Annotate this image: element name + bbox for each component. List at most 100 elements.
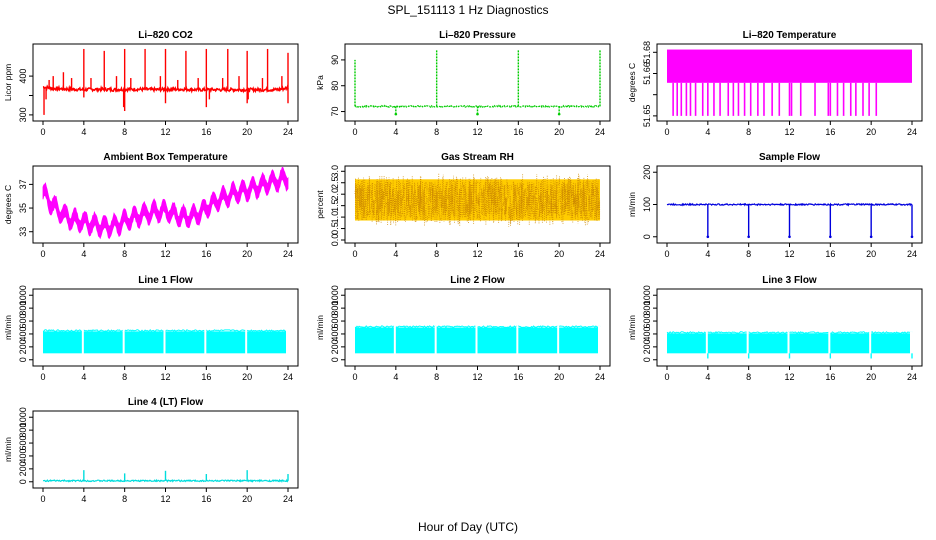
- x-tick-label: 4: [705, 249, 710, 259]
- y-axis-label: degrees C: [3, 185, 13, 224]
- panel-pressure: Li–820 Pressure kPa 0 4 8 12 16 20 24 70 80 90: [315, 30, 611, 137]
- x-tick-label: 16: [513, 372, 523, 382]
- y-tick-label: 1.0: [330, 211, 340, 224]
- x-tick-label: 4: [81, 494, 86, 504]
- y-tick-label: 0: [330, 357, 340, 362]
- y-tick-label: 800: [330, 301, 340, 316]
- x-tick-label: 4: [393, 249, 398, 259]
- y-tick-label: 51.65: [642, 105, 652, 128]
- x-tick-label: 12: [784, 249, 794, 259]
- panel-title: Li–820 CO2: [138, 30, 193, 41]
- y-tick-label: 80: [330, 81, 340, 91]
- x-tick-label: 20: [866, 372, 876, 382]
- series: [42, 329, 288, 354]
- x-tick-label: 20: [554, 249, 564, 259]
- x-tick-label: 12: [160, 494, 170, 504]
- spike-point: [706, 235, 710, 239]
- x-tick-label: 8: [122, 249, 127, 259]
- temperature-band: [42, 167, 289, 240]
- spike-point: [829, 235, 832, 239]
- x-tick-label: 0: [664, 249, 669, 259]
- x-tick-label: 4: [705, 372, 710, 382]
- x-tick-label: 16: [513, 249, 523, 259]
- x-tick-label: 8: [746, 372, 751, 382]
- x-tick-label: 8: [746, 127, 751, 137]
- x-tick-label: 4: [393, 127, 398, 137]
- y-tick-label: 800: [18, 423, 28, 438]
- panel-title: Li–820 Temperature: [743, 30, 837, 41]
- y-axis-label: ml/min: [315, 315, 325, 340]
- x-tick-label: 16: [513, 127, 523, 137]
- series: [354, 325, 601, 354]
- x-tick-label: 12: [472, 127, 482, 137]
- panel-title: Line 2 Flow: [450, 275, 505, 286]
- y-tick-label: 200: [642, 339, 652, 354]
- x-tick-label: 24: [907, 249, 917, 259]
- panel-line2: Line 2 Flow ml/min 0 4 8 12 16 20 24 0 20040060080…: [315, 275, 611, 382]
- x-tick-label: 24: [283, 372, 293, 382]
- y-tick-label: 200: [330, 339, 340, 354]
- y-tick-label: 400: [330, 326, 340, 341]
- y-tick-label: 800: [642, 301, 652, 316]
- y-tick-label: 0: [18, 479, 28, 484]
- y-tick-label: 1000: [642, 285, 652, 305]
- x-tick-label: 20: [554, 372, 564, 382]
- x-tick-label: 16: [825, 249, 835, 259]
- y-tick-label: 1000: [18, 285, 28, 305]
- y-axis-label: ml/min: [3, 437, 13, 462]
- x-tick-label: 0: [664, 372, 669, 382]
- panel-title: Li–820 Pressure: [439, 30, 516, 41]
- series: [42, 48, 289, 115]
- x-tick-label: 8: [434, 249, 439, 259]
- x-axis-label: Hour of Day (UTC): [418, 520, 518, 534]
- x-tick-label: 4: [81, 127, 86, 137]
- y-tick-label: 200: [642, 165, 652, 180]
- x-tick-label: 20: [242, 494, 252, 504]
- x-tick-label: 8: [122, 127, 127, 137]
- x-tick-label: 0: [352, 372, 357, 382]
- spike-point: [788, 235, 791, 239]
- panel-co2: Li–820 CO2 Licor ppm 0 4 8 12 16 20 24 300 400: [3, 30, 299, 137]
- spike-point: [747, 235, 750, 239]
- x-tick-label: 4: [81, 372, 86, 382]
- y-tick-label: 400: [18, 69, 28, 84]
- x-tick-label: 0: [352, 249, 357, 259]
- y-tick-label: 0.0: [330, 234, 340, 247]
- x-tick-label: 8: [434, 127, 439, 137]
- x-tick-label: 8: [122, 372, 127, 382]
- x-tick-label: 16: [201, 494, 211, 504]
- x-tick-label: 8: [434, 372, 439, 382]
- y-tick-label: 0: [18, 357, 28, 362]
- x-tick-label: 0: [352, 127, 357, 137]
- y-tick-label: 600: [330, 314, 340, 329]
- x-tick-label: 20: [866, 127, 876, 137]
- y-tick-label: 51.66: [642, 62, 652, 85]
- y-tick-label: 100: [642, 197, 652, 212]
- x-tick-label: 4: [81, 249, 86, 259]
- panel-rh: Gas Stream RH percent 0 4 8 12 16 20 24 0.00.51.0…: [315, 152, 611, 259]
- x-tick-label: 16: [201, 249, 211, 259]
- y-tick-label: 51.68: [642, 41, 652, 64]
- panel-line3: Line 3 Flow ml/min 0 4 8 12 16 20 24 0 20040060080…: [627, 275, 923, 382]
- x-tick-label: 20: [242, 249, 252, 259]
- y-tick-label: 400: [18, 448, 28, 463]
- x-tick-label: 24: [595, 249, 605, 259]
- y-tick-label: 300: [18, 107, 28, 122]
- y-tick-label: 0.5: [330, 222, 340, 235]
- x-tick-label: 12: [160, 249, 170, 259]
- x-tick-label: 4: [705, 127, 710, 137]
- x-tick-label: 0: [664, 127, 669, 137]
- y-axis-label: degrees C: [627, 63, 637, 102]
- y-tick-label: 35: [18, 203, 28, 213]
- x-tick-label: 0: [40, 249, 45, 259]
- x-tick-label: 20: [866, 249, 876, 259]
- y-tick-label: 600: [642, 314, 652, 329]
- x-tick-label: 24: [595, 127, 605, 137]
- x-tick-label: 20: [242, 127, 252, 137]
- x-tick-label: 24: [283, 127, 293, 137]
- panel-title: Line 3 Flow: [762, 275, 817, 286]
- figure-title: SPL_151113 1 Hz Diagnostics: [388, 3, 549, 17]
- y-axis-label: Licor ppm: [3, 64, 13, 101]
